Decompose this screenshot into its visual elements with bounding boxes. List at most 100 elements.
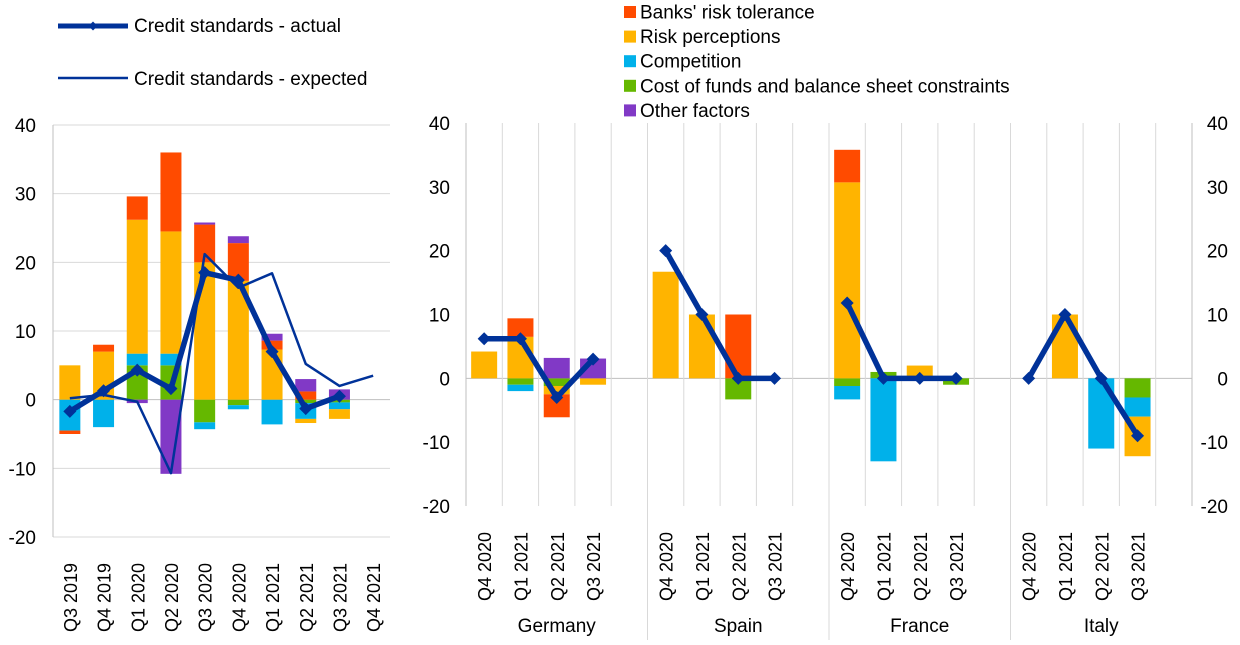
right-actual-point xyxy=(1058,308,1072,321)
right-bar-germany-q4-2020-risk-perceptions xyxy=(471,351,498,379)
right-x-tick-label: Q1 2021 xyxy=(1056,532,1076,601)
left-x-tick-label: Q4 2021 xyxy=(364,563,384,632)
legend-swatch-risk-perceptions xyxy=(624,30,636,43)
left-x-tick-label: Q3 2019 xyxy=(61,563,81,632)
left-y-tick-label: 30 xyxy=(15,185,36,206)
right-actual-point xyxy=(840,296,854,310)
right-x-tick-label: Q1 2021 xyxy=(874,532,894,601)
left-actual-point xyxy=(63,404,77,418)
right-x-tick-label: Q3 2021 xyxy=(1129,532,1149,601)
left-bar-q1-2021-other-factors xyxy=(261,333,283,341)
right-y-tick-label-right: -20 xyxy=(1201,497,1228,518)
left-bar-q3-2020-other-factors xyxy=(194,222,216,225)
right-actual-point xyxy=(1022,371,1036,385)
right-actual-point xyxy=(695,308,709,321)
left-x-tick-label: Q3 2021 xyxy=(330,563,350,632)
right-group-label-germany: Germany xyxy=(518,616,597,637)
right-actual-point xyxy=(913,371,927,385)
legend-label-other-factors: Other factors xyxy=(640,101,750,122)
right-y-tick-label-right: 20 xyxy=(1207,242,1228,263)
left-bar-q3-2020-cost-of-funds xyxy=(194,399,216,423)
right-bar-france-q4-2020-competition xyxy=(834,385,861,400)
left-bar-q2-2020-other-factors xyxy=(160,399,182,474)
left-y-tick-label: -10 xyxy=(9,459,36,480)
right-actual-point xyxy=(876,371,890,385)
right-x-tick-label: Q4 2020 xyxy=(1020,532,1040,601)
right-bar-spain-q4-2020-risk-perceptions xyxy=(652,271,679,379)
legend-label-risk-perceptions: Risk perceptions xyxy=(640,27,780,48)
right-bar-germany-q2-2021-risk-perceptions xyxy=(543,385,570,395)
right-x-tick-label: Q2 2021 xyxy=(729,532,749,601)
right-actual-point xyxy=(1094,371,1108,385)
left-actual-point xyxy=(231,273,245,287)
right-bar-germany-q2-2021-other-factors xyxy=(543,357,570,379)
left-bar-q4-2019-banks-risk-tolerance xyxy=(93,344,115,352)
right-group-label-france: France xyxy=(890,616,949,637)
right-y-tick-label-right: 40 xyxy=(1207,114,1228,135)
left-x-tick-label: Q2 2020 xyxy=(162,563,182,632)
right-y-tick-label-left: 0 xyxy=(439,369,450,390)
legend-label-banks-risk-tolerance: Banks' risk tolerance xyxy=(640,3,815,24)
legend-expected-label: Credit standards - expected xyxy=(134,69,367,90)
left-bar-q2-2020-competition xyxy=(160,353,182,366)
right-x-tick-label: Q4 2020 xyxy=(657,532,677,601)
right-bar-germany-q1-2021-cost-of-funds xyxy=(507,378,534,385)
left-y-tick-label: 10 xyxy=(15,322,36,343)
right-actual-point xyxy=(586,352,600,366)
right-actual-line-germany xyxy=(484,336,596,401)
right-actual-line-france xyxy=(844,301,957,382)
left-bar-q1-2021-banks-risk-tolerance xyxy=(261,340,283,350)
right-group-label-spain: Spain xyxy=(714,616,763,637)
right-actual-point xyxy=(477,332,491,346)
left-bar-q4-2020-banks-risk-tolerance xyxy=(227,243,249,281)
left-bar-q2-2021-risk-perceptions xyxy=(295,418,317,424)
right-y-tick-label-right: -10 xyxy=(1201,433,1228,454)
right-x-tick-label: Q3 2021 xyxy=(766,532,786,601)
left-x-tick-label: Q4 2019 xyxy=(95,563,115,632)
right-actual-point xyxy=(768,371,782,385)
left-bar-q1-2020-risk-perceptions xyxy=(126,219,148,354)
right-x-tick-label: Q4 2020 xyxy=(838,532,858,601)
right-bar-italy-q3-2021-competition xyxy=(1124,397,1151,417)
right-actual-point xyxy=(1131,429,1145,443)
legend-swatch-banks-risk-tolerance xyxy=(624,6,636,18)
left-x-tick-label: Q4 2020 xyxy=(229,563,249,632)
right-bar-italy-q3-2021-cost-of-funds xyxy=(1124,378,1151,398)
right-x-tick-label: Q3 2021 xyxy=(584,532,604,601)
legend-label-cost-of-funds: Cost of funds and balance sheet constrai… xyxy=(640,76,1010,97)
left-bar-q4-2020-cost-of-funds xyxy=(227,399,249,406)
left-bar-q2-2020-risk-perceptions xyxy=(160,231,182,354)
right-bar-spain-q1-2021-risk-perceptions xyxy=(688,314,715,379)
legend-swatch-cost-of-funds xyxy=(624,79,636,92)
right-bar-italy-q1-2021-risk-perceptions xyxy=(1051,314,1078,379)
legend-label-competition: Competition xyxy=(640,52,741,73)
right-x-tick-label: Q2 2021 xyxy=(911,532,931,601)
left-bar-q2-2021-cost-of-funds xyxy=(295,399,317,404)
right-bar-germany-q3-2021-risk-perceptions xyxy=(580,378,607,385)
right-bar-germany-q2-2021-banks-risk-tolerance xyxy=(543,394,570,418)
left-bar-q4-2020-other-factors xyxy=(227,236,249,244)
right-bar-germany-q2-2021-cost-of-funds xyxy=(543,378,570,386)
left-bar-q2-2021-banks-risk-tolerance xyxy=(295,391,317,400)
left-bar-q3-2021-risk-perceptions xyxy=(328,409,350,419)
right-y-tick-label-left: 40 xyxy=(429,114,450,135)
left-expected-line xyxy=(69,252,374,475)
left-bar-q4-2020-risk-perceptions xyxy=(227,280,249,400)
left-bar-q2-2020-banks-risk-tolerance xyxy=(160,152,182,232)
left-chart: 40 30 20 10 0 -10 -20 Q3 2019 Q4 2019 Q1 2020 Q2 2… xyxy=(9,116,390,632)
left-bar-q3-2021-competition xyxy=(328,402,350,410)
right-x-tick-label: Q4 2020 xyxy=(475,532,495,601)
legend: Credit standards - actual Credit standard… xyxy=(58,3,1010,122)
right-actual-line-spain xyxy=(663,249,775,382)
left-y-tick-label: 40 xyxy=(15,116,36,137)
left-y-tick-label: 0 xyxy=(25,391,36,412)
left-x-tick-label: Q2 2021 xyxy=(297,563,317,632)
left-x-tick-label: Q1 2020 xyxy=(128,563,148,632)
right-y-tick-label-right: 0 xyxy=(1217,369,1228,390)
right-y-tick-label-left: 10 xyxy=(429,306,450,327)
left-bar-q4-2019-competition xyxy=(93,399,115,428)
right-actual-point xyxy=(513,332,527,346)
right-x-tick-label: Q1 2021 xyxy=(693,532,713,601)
